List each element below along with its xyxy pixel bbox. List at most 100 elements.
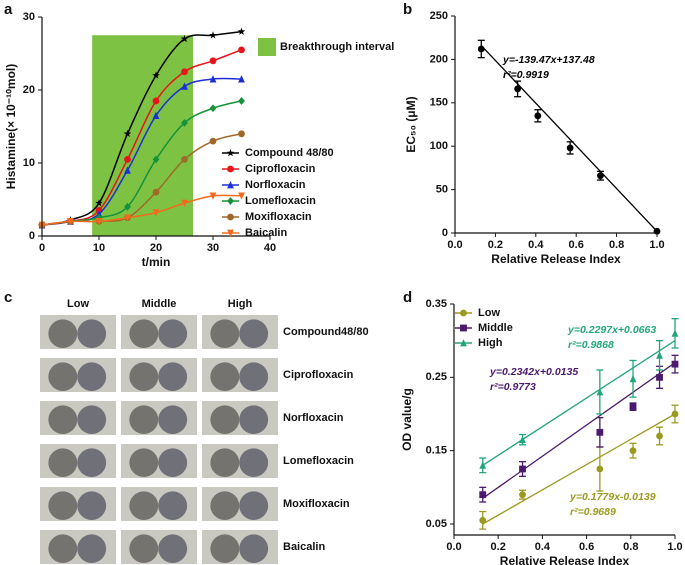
photo-tissue <box>158 448 188 477</box>
x-tick-label: 0.0 <box>447 239 462 251</box>
row-label: Baicalin <box>283 541 325 553</box>
y-axis-label: OD value/g <box>400 388 414 451</box>
marker <box>514 85 522 93</box>
x-axis-label: t/min <box>142 255 171 269</box>
legend-label: Baicalin <box>245 227 287 239</box>
x-tick-label: 0.2 <box>491 541 506 553</box>
x-tick-label: 30 <box>207 242 219 254</box>
marker <box>671 329 679 337</box>
marker <box>181 118 188 127</box>
x-tick-label: 1.0 <box>649 239 664 251</box>
x-tick-label: 0.0 <box>446 541 461 553</box>
photo-tissue <box>158 534 188 563</box>
photo-tissue <box>210 405 240 434</box>
photo-tissue <box>48 319 78 348</box>
marker <box>671 410 679 418</box>
y-tick-label: 0.35 <box>426 298 447 310</box>
marker <box>209 192 217 200</box>
marker <box>238 46 245 54</box>
y-axis-label: EC₅₀ (μM) <box>404 96 418 152</box>
y-tick-label: 100 <box>430 140 448 152</box>
fit-line <box>482 362 676 499</box>
panel-letter: d <box>403 289 412 306</box>
legend-marker <box>226 149 235 157</box>
marker <box>566 144 574 152</box>
photo-tissue <box>158 405 188 434</box>
band-label: Breakthrough interval <box>280 41 394 53</box>
photo-tissue <box>210 362 240 391</box>
marker <box>596 465 604 473</box>
x-tick-label: 0.6 <box>579 541 594 553</box>
row-label: Norfloxacin <box>283 412 344 424</box>
x-tick-label: 0.8 <box>623 541 638 553</box>
marker <box>123 129 132 138</box>
y-tick-label: 0.05 <box>426 518 447 530</box>
photo-tissue <box>48 491 78 520</box>
marker <box>656 373 663 381</box>
photo-tissue <box>48 534 78 563</box>
x-tick-label: 1.0 <box>667 541 682 553</box>
photo-tissue <box>210 491 240 520</box>
marker <box>629 403 637 411</box>
marker <box>124 155 131 163</box>
x-tick-label: 10 <box>93 242 105 254</box>
marker <box>181 68 188 76</box>
photo-tissue <box>77 534 107 563</box>
panel-letter: c <box>4 289 12 306</box>
y-tick-label: 0 <box>442 227 448 239</box>
panel-letter: b <box>403 1 412 18</box>
photo-tissue <box>77 448 107 477</box>
x-tick-label: 0.4 <box>535 541 551 553</box>
row-label: Moxifloxacin <box>283 498 350 510</box>
marker <box>477 45 485 53</box>
marker <box>152 155 160 164</box>
fit-line <box>482 340 676 466</box>
y-tick-label: 0 <box>29 230 35 242</box>
photo-tissue <box>129 534 159 563</box>
y-tick-label: 150 <box>430 97 448 109</box>
photo-tissue <box>239 534 269 563</box>
y-tick-label: 0.25 <box>426 371 447 383</box>
photo-tissue <box>48 362 78 391</box>
marker <box>237 27 246 35</box>
marker <box>629 374 637 383</box>
column-label: High <box>228 298 253 310</box>
legend-marker <box>227 229 234 237</box>
photo-tissue <box>239 362 269 391</box>
marker <box>152 209 160 217</box>
marker <box>597 172 604 180</box>
marker <box>181 155 188 163</box>
band-key <box>258 38 276 56</box>
photo-tissue <box>210 534 240 563</box>
marker <box>209 137 217 145</box>
r-squared: r²=0.9919 <box>503 69 549 81</box>
y-tick-label: 10 <box>23 157 35 169</box>
panel-letter: a <box>4 1 13 18</box>
x-axis-label: Relative Release Index <box>491 252 621 266</box>
photo-tissue <box>210 448 240 477</box>
r-squared: r²=0.9689 <box>570 506 616 518</box>
marker <box>238 130 245 138</box>
photo-tissue <box>239 491 269 520</box>
marker <box>181 82 188 90</box>
equation: y=-139.47x+137.48 <box>502 54 595 66</box>
marker <box>656 351 663 359</box>
photo-tissue <box>77 491 107 520</box>
marker <box>534 112 542 120</box>
legend-marker <box>227 197 234 205</box>
row-label: Lomefloxacin <box>283 455 354 467</box>
y-tick-label: 20 <box>23 84 35 96</box>
photo-tissue <box>239 448 269 477</box>
marker <box>209 31 217 39</box>
equation: y=0.1779x-0.0139 <box>569 491 656 503</box>
r-squared: r²=0.9773 <box>490 381 536 393</box>
photo-tissue <box>158 491 188 520</box>
row-label: Compound48/80 <box>283 326 369 338</box>
legend-marker <box>227 213 234 221</box>
marker <box>656 432 663 440</box>
marker <box>181 199 188 208</box>
legend-label: Middle <box>478 322 513 334</box>
y-tick-label: 50 <box>436 184 448 196</box>
photo-tissue <box>239 319 269 348</box>
